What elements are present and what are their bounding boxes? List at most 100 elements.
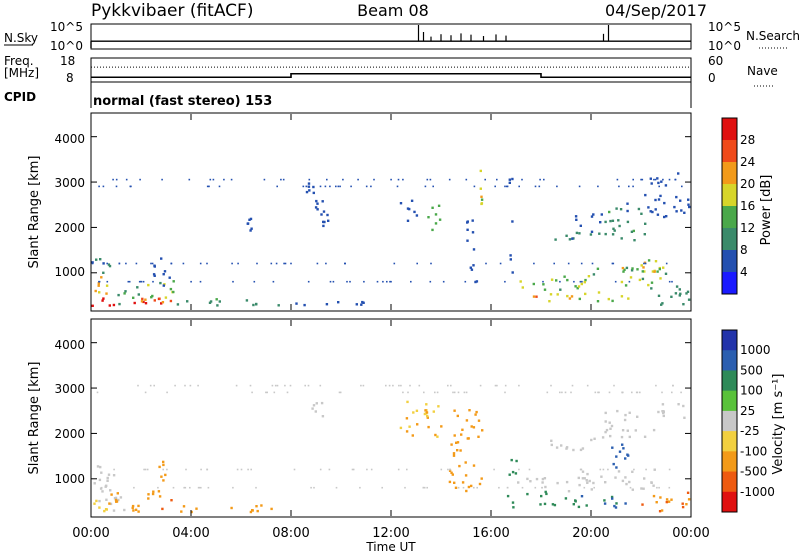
heatmap-cell [425,411,429,414]
heatmap-cell [248,218,251,221]
heatmap-cell [440,468,443,471]
heatmap-cell [681,502,684,505]
heatmap-cell [151,492,155,496]
colorbar-tick-label: -100 [740,444,767,458]
heatmap-cell [448,480,452,484]
heatmap-cell [645,468,647,471]
heatmap-cell [658,185,660,188]
heatmap-cell [346,280,348,283]
heatmap-cell [652,484,655,487]
heatmap-cell [543,477,547,480]
heatmap-cell [457,486,460,489]
heatmap-cell [265,391,267,394]
heatmap-cell [478,482,482,486]
heatmap-cell [672,384,674,387]
heatmap-cell [115,185,118,188]
heatmap-cell [603,499,606,502]
heatmap-cell [404,486,406,489]
heatmap-cell [166,391,168,394]
heatmap-cell [625,266,629,270]
heatmap-cell [315,402,318,405]
heatmap-cell [402,391,404,394]
heatmap-cell [508,473,511,476]
heatmap-cell [679,199,682,202]
heatmap-cell [352,468,355,471]
heatmap-cell [517,481,520,484]
heatmap-cell [465,391,468,394]
heatmap-cell [538,185,541,188]
heatmap-cell [263,178,266,181]
heatmap-cell [681,185,683,188]
freq-series [91,66,691,79]
heatmap-cell [617,470,621,473]
heatmap-cell [147,493,150,496]
heatmap-cell [553,262,555,265]
heatmap-cell [271,384,274,387]
heatmap-cell [132,296,135,299]
heatmap-cell [144,468,147,471]
heatmap-cell [302,185,305,188]
heatmap-cell [686,491,690,494]
heatmap-cell [209,178,212,181]
heatmap-cell [189,486,191,489]
heatmap-cell [416,423,419,426]
power-colorbar: 4 8 12 16 20 24 28 [721,117,755,295]
heatmap-cell [106,479,109,482]
heatmap-cell [249,217,253,221]
heatmap-cell [409,384,411,387]
heatmap-cell [544,485,547,489]
heatmap-cell [212,178,215,181]
heatmap-cell [101,299,104,302]
heatmap-cell [456,414,459,418]
heatmap-cell [472,248,476,251]
heatmap-cell [136,286,139,289]
heatmap-cell [556,481,559,485]
heatmap-cell [642,266,645,269]
heatmap-cell [480,198,484,201]
heatmap-cell [105,498,108,501]
heatmap-cell [326,178,328,181]
heatmap-cell [456,449,459,452]
heatmap-cell [651,210,654,214]
heatmap-cell [140,300,144,303]
heatmap-cell [321,200,324,203]
velocity-colorbar: 1000 500 100 25 -25 -100 -500 -1000 [721,329,775,513]
heatmap-cell [142,300,145,304]
heatmap-cell [448,178,451,181]
heatmap-cell [583,281,586,284]
heatmap-cell [550,384,552,387]
heatmap-cell [215,298,218,301]
heatmap-cell [142,280,145,283]
nsky-left-tick-bottom: 10^0 [50,39,83,53]
heatmap-cell [116,492,119,495]
heatmap-cell [574,285,577,288]
heatmap-cell [335,185,337,188]
heatmap-cell [591,262,594,265]
heatmap-cell [493,468,495,471]
heatmap-cell [620,237,623,240]
heatmap-cell [594,391,597,394]
heatmap-cell [471,219,474,222]
heatmap-cell [209,300,213,303]
heatmap-cell [572,448,575,452]
heatmap-cell [117,498,120,502]
heatmap-cell [450,384,452,387]
nave-label: Nave [747,64,778,78]
heatmap-cell [633,468,635,471]
heatmap-cell [245,299,249,302]
heatmap-cell [295,302,298,305]
heatmap-cell [571,237,574,240]
colorbar-tick-label: 100 [740,384,763,398]
heatmap-cell [641,270,644,273]
heatmap-cell [585,479,588,482]
heatmap-cell [664,184,668,187]
heatmap-cell [660,303,663,306]
heatmap-cell [144,298,147,301]
heatmap-cell [559,280,561,283]
heatmap-cell [651,270,655,273]
heatmap-cell [464,280,467,283]
heatmap-cell [480,477,483,480]
colorbar-swatch [722,451,737,473]
heatmap-cell [97,284,100,287]
heatmap-cell [673,205,676,209]
